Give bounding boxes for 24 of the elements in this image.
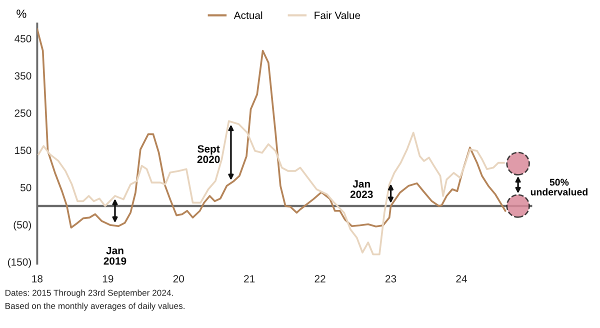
annotation: Jan 2019	[104, 246, 126, 265]
text: Based on the monthly averages of daily values.	[6, 302, 184, 311]
y-tick-label: 250	[14, 109, 32, 117]
x-tick-label: 19	[102, 275, 114, 282]
x-tick-label: 21	[244, 275, 255, 282]
annotation: Sept 2020	[197, 145, 220, 164]
x-tick-label: 18	[32, 275, 43, 282]
x-tick-label: 23	[386, 275, 396, 282]
text: Dates: 2015 Through 23rd September 2024.	[6, 290, 173, 298]
legend-label: Actual	[234, 11, 262, 20]
legend-label: Fair Value	[314, 11, 360, 20]
x-tick-label: 24	[456, 275, 467, 282]
x-tick-label: 22	[314, 275, 326, 282]
y-axis-title: %	[16, 10, 26, 18]
y-tick-label: 450	[14, 35, 32, 42]
y-tick-label: 150	[15, 146, 32, 154]
y-tick-label: (50)	[14, 220, 31, 231]
annotation: Jan 2023	[350, 180, 373, 198]
y-tick-label: 350	[14, 72, 32, 80]
line-series	[38, 120, 505, 256]
x-tick-label: 20	[173, 275, 184, 282]
y-tick-label: (150)	[8, 258, 31, 268]
annotation: 50% undervalued	[530, 178, 588, 196]
y-tick-label: 50	[20, 184, 32, 192]
